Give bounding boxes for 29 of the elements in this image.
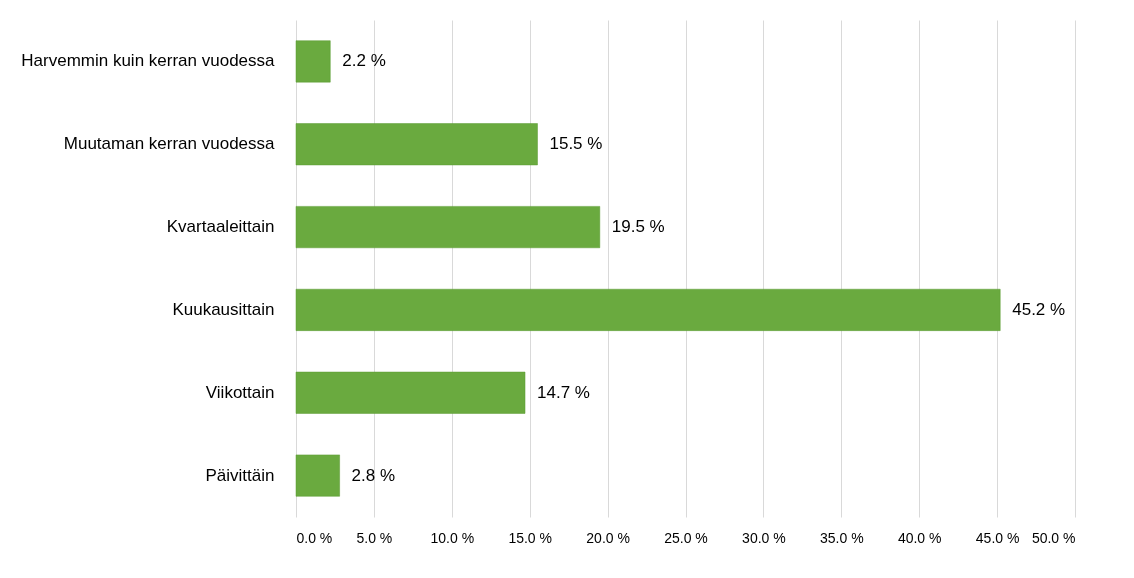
bar bbox=[295, 40, 331, 83]
data-label: 19.5 % bbox=[611, 217, 665, 237]
bar bbox=[295, 288, 1001, 331]
y-tick-label: Harvemmin kuin kerran vuodessa bbox=[21, 51, 276, 71]
x-tick-label: 35.0 % bbox=[820, 529, 864, 546]
y-tick-label: Viikottain bbox=[205, 382, 275, 402]
x-tick-label: 25.0 % bbox=[664, 529, 708, 546]
bar bbox=[295, 206, 601, 249]
x-tick-label: 45.0 % bbox=[975, 529, 1020, 546]
bar bbox=[295, 371, 526, 414]
y-tick-label: Kuukausittain bbox=[172, 299, 275, 319]
bar bbox=[295, 454, 340, 497]
x-tick-label: 5.0 % bbox=[356, 529, 393, 546]
x-tick-label: 30.0 % bbox=[742, 529, 786, 546]
data-label: 2.8 % bbox=[351, 465, 396, 485]
data-label: 2.2 % bbox=[342, 51, 386, 71]
data-label: 15.5 % bbox=[549, 134, 603, 154]
x-tick-label: 15.0 % bbox=[508, 529, 552, 546]
y-tick-label: Kvartaaleittain bbox=[166, 217, 275, 237]
data-label: 45.2 % bbox=[1012, 299, 1066, 319]
data-label: 14.7 % bbox=[537, 382, 590, 402]
x-tick-label: 0.0 % bbox=[296, 529, 333, 546]
x-tick-label: 40.0 % bbox=[897, 529, 942, 546]
y-tick-label: Päivittäin bbox=[205, 465, 275, 485]
x-tick-label: 20.0 % bbox=[586, 529, 630, 546]
y-tick-label: Muutaman kerran vuodessa bbox=[63, 134, 276, 154]
x-tick-label: 50.0 % bbox=[1031, 529, 1076, 546]
bar bbox=[295, 123, 538, 166]
x-tick-label: 10.0 % bbox=[430, 529, 475, 546]
